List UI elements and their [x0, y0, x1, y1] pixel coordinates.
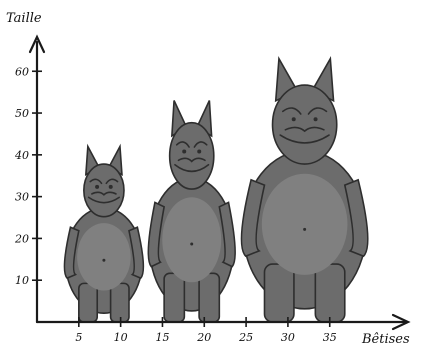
- monster-head: [168, 121, 215, 190]
- x-tick-label: 5: [75, 331, 82, 344]
- y-tick-label: 50: [15, 107, 29, 120]
- monster-arm: [218, 201, 236, 268]
- x-tick-label: 15: [155, 331, 169, 344]
- monster-eye: [291, 117, 296, 122]
- y-axis-title: Taille: [6, 11, 42, 26]
- monster-navel: [190, 242, 194, 246]
- monster-leg: [78, 282, 99, 323]
- monster-brow: [175, 141, 190, 148]
- monster-navel: [303, 227, 307, 231]
- monster-moustache: [91, 191, 117, 196]
- y-tick-label: 10: [15, 274, 29, 287]
- x-tick-label: 35: [323, 331, 337, 344]
- monster-eye: [108, 184, 113, 189]
- monster-mouth: [87, 196, 120, 204]
- monster-navel: [102, 258, 106, 262]
- monster-arm: [240, 178, 266, 258]
- ticks: 5 10 15 20 25 30 35 10 20 30 40 50 60: [14, 65, 337, 344]
- x-axis-title: Bêtises: [361, 332, 410, 347]
- monster-head: [83, 163, 125, 218]
- monster-arm: [63, 226, 80, 280]
- monster-brow: [281, 107, 302, 115]
- monster-moustache: [177, 157, 206, 163]
- monster-figure: [147, 100, 236, 323]
- monster-brow: [105, 178, 119, 185]
- y-axis-arrow: [28, 34, 46, 54]
- monster-eye: [313, 117, 318, 122]
- monster-brow: [193, 141, 208, 148]
- monster-eye: [197, 149, 202, 154]
- monster-moustache: [284, 126, 325, 133]
- x-tick-label: 20: [196, 331, 211, 344]
- axes: [28, 34, 411, 331]
- monster-figure: [63, 143, 145, 323]
- x-tick-label: 30: [281, 331, 295, 344]
- y-tick-label: 40: [14, 149, 29, 162]
- monster-arm: [128, 226, 145, 280]
- monster-belly: [77, 223, 131, 291]
- x-tick-label: 25: [238, 331, 253, 344]
- monster-figure: [240, 56, 369, 323]
- monster-leg: [109, 282, 130, 323]
- monster-belly: [162, 197, 222, 283]
- x-axis-arrow: [391, 313, 411, 331]
- monster-leg: [163, 272, 186, 323]
- monster-mouth: [279, 134, 330, 144]
- y-tick-label: 20: [14, 232, 29, 245]
- monster-leg: [314, 263, 346, 323]
- y-tick-label: 30: [15, 191, 29, 204]
- monster-figures: [63, 56, 369, 323]
- monster-arm: [343, 178, 369, 258]
- monster-head: [271, 84, 338, 165]
- monster-brow: [89, 178, 103, 185]
- x-tick-label: 10: [114, 331, 128, 344]
- monster-arm: [147, 201, 166, 268]
- y-tick-label: 60: [15, 65, 29, 78]
- monster-eye: [95, 184, 100, 189]
- monster-leg: [263, 263, 295, 323]
- monster-mouth: [174, 163, 210, 173]
- monster-leg: [198, 272, 221, 323]
- monster-brow: [307, 107, 328, 115]
- monster-belly: [261, 173, 348, 275]
- monster-eye: [182, 149, 187, 154]
